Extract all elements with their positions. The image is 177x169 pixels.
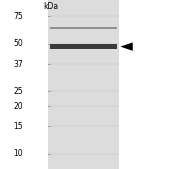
- Text: 20: 20: [13, 102, 23, 111]
- Text: 37: 37: [13, 60, 23, 69]
- Text: 50: 50: [13, 39, 23, 48]
- FancyBboxPatch shape: [50, 44, 117, 49]
- Polygon shape: [120, 42, 133, 51]
- Text: kDa: kDa: [43, 2, 58, 10]
- Text: 10: 10: [13, 149, 23, 158]
- Text: 25: 25: [13, 87, 23, 96]
- FancyBboxPatch shape: [48, 0, 119, 169]
- FancyBboxPatch shape: [50, 27, 117, 29]
- Text: 15: 15: [13, 122, 23, 131]
- Text: 75: 75: [13, 12, 23, 21]
